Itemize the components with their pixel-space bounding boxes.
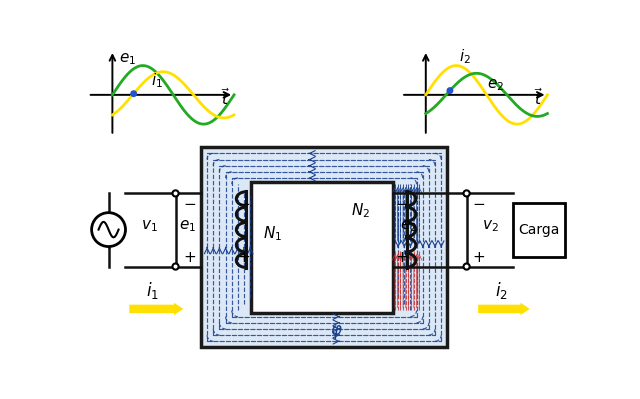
Circle shape [92, 213, 125, 247]
Polygon shape [201, 147, 447, 348]
Text: $+$: $+$ [395, 250, 408, 265]
Text: $i_1$: $i_1$ [151, 71, 163, 89]
Text: $\vec{t}$: $\vec{t}$ [221, 87, 230, 108]
Text: $i_2$: $i_2$ [495, 280, 508, 301]
Text: $e_1$: $e_1$ [118, 51, 136, 67]
FancyArrow shape [129, 303, 183, 315]
Circle shape [447, 87, 453, 94]
Text: $e_2$: $e_2$ [488, 78, 504, 93]
FancyArrow shape [478, 303, 530, 315]
Polygon shape [251, 182, 394, 313]
Text: $-$: $-$ [395, 195, 408, 210]
Text: $e_2$: $e_2$ [401, 218, 417, 234]
Text: $v_2$: $v_2$ [482, 218, 499, 234]
Text: $+$: $+$ [472, 250, 484, 265]
Text: $\vec{t}$: $\vec{t}$ [534, 87, 543, 108]
Text: $-$: $-$ [472, 195, 484, 210]
Circle shape [463, 190, 470, 196]
Text: $v_1$: $v_1$ [141, 218, 157, 234]
Circle shape [172, 263, 179, 270]
Text: $\varphi$: $\varphi$ [330, 323, 343, 341]
Text: $N_1$: $N_1$ [262, 224, 282, 243]
Circle shape [172, 190, 179, 196]
Text: $-$: $-$ [183, 195, 196, 210]
Text: $N_2$: $N_2$ [351, 201, 370, 220]
Circle shape [463, 263, 470, 270]
Text: $e_1$: $e_1$ [179, 218, 196, 234]
Text: $+$: $+$ [237, 250, 250, 265]
FancyBboxPatch shape [513, 203, 565, 257]
Text: $i_1$: $i_1$ [146, 280, 159, 301]
Text: $-$: $-$ [237, 195, 250, 210]
Text: $+$: $+$ [183, 250, 196, 265]
Circle shape [130, 90, 137, 97]
Text: $i_2$: $i_2$ [459, 48, 471, 67]
Text: Carga: Carga [518, 223, 559, 237]
